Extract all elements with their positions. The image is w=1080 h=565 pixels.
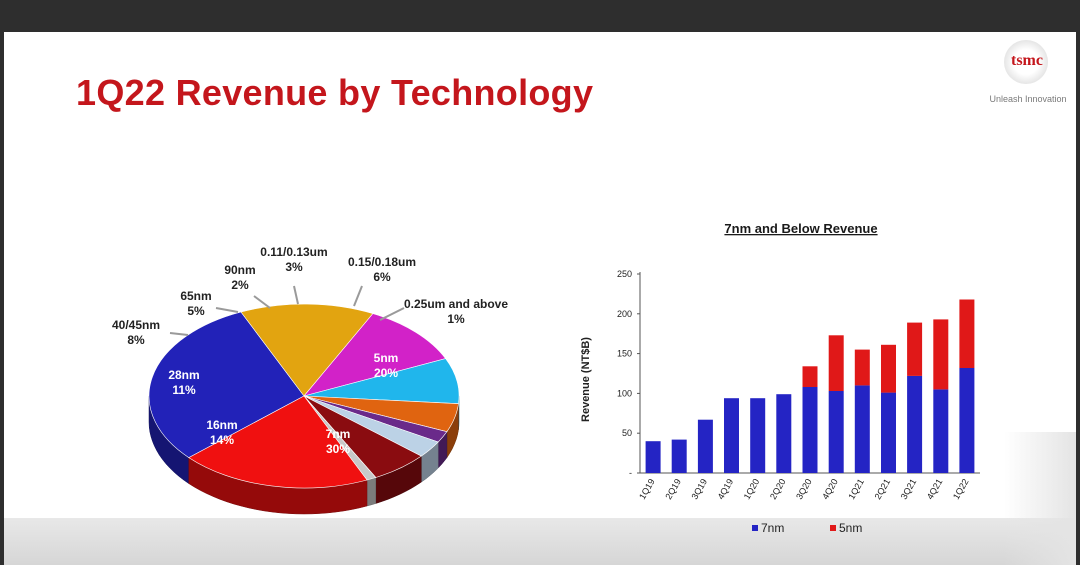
pie-leader-0-15-0-18um [353,285,363,307]
pie-slice-5nm [188,395,368,489]
logo-globe-icon [1004,40,1048,84]
pie-leader-65nm [215,307,239,313]
tsmc-logo: tsmc Unleash Innovation [980,40,1076,112]
pie-label-7nm: 7nm [326,427,351,441]
pie-pct-40-45nm: 8% [127,333,145,347]
bar-7nm-4Q21 [933,389,949,473]
pie-labels: 7nm30%16nm14%28nm11%40/45nm8%65nm5%90nm2… [112,245,508,456]
pie-sides [148,395,460,515]
bar-5nm-2Q21 [881,344,896,393]
y-tick-label: 150 [617,349,632,359]
x-tick-label: 1Q21 [846,477,866,501]
x-tick-label: 1Q22 [951,477,971,501]
pie-pct-0-25um-and-above: 1% [447,312,465,326]
y-tick-label: 200 [617,309,632,319]
pie-slice-7nm [148,311,305,458]
bar-7nm-3Q21 [907,375,923,473]
x-tick-label: 4Q19 [716,477,736,501]
bar-7nm-3Q19 [697,419,713,473]
bar-7nm-1Q22 [959,367,975,473]
pie-label-28nm: 28nm [168,368,199,382]
legend-label-5nm: 5nm [839,521,862,535]
x-tick-label: 1Q19 [637,477,657,501]
x-tick-label: 3Q19 [689,477,709,501]
pie-label-0-15-0-18um: 0.15/0.18um [348,255,416,269]
logo-tagline: Unleash Innovation [989,94,1067,104]
bars [645,299,975,473]
bar-7nm-2Q20 [776,394,792,473]
bar-5nm-1Q21 [854,349,870,386]
pie-pct-65nm: 5% [187,304,205,318]
pie-leader-0-11-0-13um [293,285,299,305]
pie-pct-90nm: 2% [231,278,249,292]
x-tick-label: 1Q20 [742,477,762,501]
bar-7nm-4Q19 [724,398,739,473]
bar-5nm-4Q20 [828,335,844,391]
logo-text: tsmc [1011,52,1043,69]
pie-leader-0-25um-and-above [379,307,405,321]
bar-7nm-1Q21 [854,385,870,473]
slide: 1Q22 Revenue by Technology tsmc Unleash … [4,32,1076,565]
x-tick-label: 2Q20 [768,477,788,501]
bar-7nm-4Q20 [828,391,844,473]
bar-7nm-2Q19 [671,439,687,473]
x-tick-label: 3Q20 [794,477,814,501]
pie-label-0-11-0-13um: 0.11/0.13um [260,245,327,259]
pie-pct-7nm: 30% [326,442,350,456]
page-title: 1Q22 Revenue by Technology [76,72,594,113]
bar-7nm-3Q20 [802,387,818,473]
bar-5nm-3Q20 [802,366,818,387]
pie-top [148,303,460,489]
pie-leader-40-45nm [169,332,189,336]
pie-label-5nm: 5nm [374,351,399,365]
pie-label-90nm: 90nm [224,263,255,277]
pie-label-65nm: 65nm [180,289,211,303]
pie-label-0-25um-and-above: 0.25um and above [404,297,508,311]
legend-label-7nm: 7nm [761,521,784,535]
bar-7nm-2Q21 [881,392,896,473]
x-tick-label: 3Q21 [899,477,919,501]
bar-chart-title: 7nm and Below Revenue [724,221,877,236]
y-tick-label: 100 [617,388,632,398]
x-tick-label: 2Q21 [873,477,893,501]
pie-pct-0-11-0-13um: 3% [285,260,303,274]
pie-slice-28nm [303,313,447,397]
edge-shade [1004,432,1076,565]
bar-5nm-1Q22 [959,299,975,368]
pie-pct-5nm: 20% [374,366,398,380]
y-tick-label: 250 [617,269,632,279]
legend-swatch-5nm [830,525,836,531]
pie-pct-0-15-0-18um: 6% [373,270,391,284]
bar-5nm-3Q21 [907,322,923,376]
x-tick-label: 4Q20 [820,477,840,501]
y-tick-label: 50 [622,428,632,438]
y-axis-label: Revenue (NT$B) [580,337,592,422]
y-tick-label: - [629,468,632,478]
pie-label-16nm: 16nm [206,418,237,432]
bar-chart: 7nm and Below Revenue - 50 100 150 200 250 Reve… [580,221,980,535]
pie-pct-16nm: 14% [210,433,234,447]
footer-band [4,518,1076,565]
pie-label-40-45nm: 40/45nm [112,318,160,332]
pie-leader-90nm [253,295,271,309]
pie-slice-16nm [240,303,374,397]
pie-pct-28nm: 11% [172,383,196,397]
pie-chart: 7nm30%16nm14%28nm11%40/45nm8%65nm5%90nm2… [112,245,508,515]
bar-5nm-4Q21 [933,319,949,390]
x-tick-label: 4Q21 [925,477,945,501]
bar-7nm-1Q19 [645,441,661,473]
legend-swatch-7nm [752,525,758,531]
x-tick-label: 2Q19 [663,477,683,501]
bar-7nm-1Q20 [750,398,766,473]
